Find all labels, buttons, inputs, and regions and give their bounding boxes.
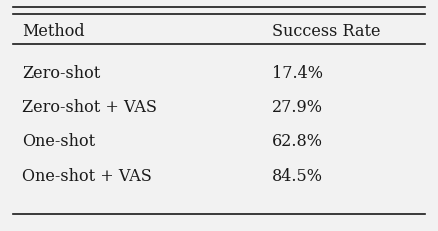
Text: Method: Method <box>22 23 85 40</box>
Text: 27.9%: 27.9% <box>272 98 322 116</box>
Text: 17.4%: 17.4% <box>272 64 322 81</box>
Text: 62.8%: 62.8% <box>272 133 322 150</box>
Text: 84.5%: 84.5% <box>272 167 322 184</box>
Text: One-shot: One-shot <box>22 133 95 150</box>
Text: One-shot + VAS: One-shot + VAS <box>22 167 152 184</box>
Text: Zero-shot: Zero-shot <box>22 64 100 81</box>
Text: Zero-shot + VAS: Zero-shot + VAS <box>22 98 157 116</box>
Text: Success Rate: Success Rate <box>272 23 380 40</box>
